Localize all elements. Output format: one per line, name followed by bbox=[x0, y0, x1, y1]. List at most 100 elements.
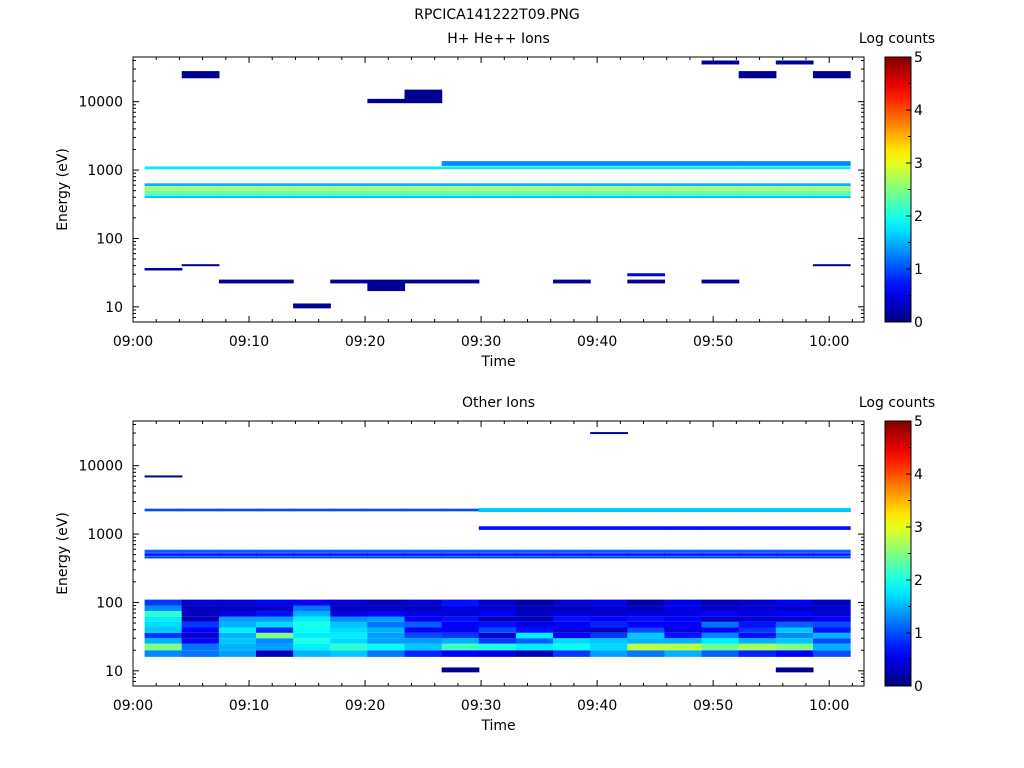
heatmap-cell bbox=[293, 610, 331, 617]
heatmap-band bbox=[404, 183, 443, 187]
heatmap-band bbox=[775, 193, 814, 196]
heatmap-band bbox=[367, 556, 406, 559]
colorbar bbox=[884, 420, 912, 687]
heatmap-cell bbox=[738, 610, 777, 617]
heatmap-band bbox=[701, 161, 740, 166]
heatmap-cell bbox=[775, 621, 814, 628]
heatmap-cell bbox=[293, 632, 331, 639]
heatmap-band bbox=[664, 549, 703, 553]
heatmap-band bbox=[701, 183, 740, 187]
heatmap-band bbox=[441, 508, 480, 512]
heatmap-band bbox=[627, 556, 666, 559]
heatmap-band bbox=[293, 553, 331, 556]
heatmap-band bbox=[255, 549, 294, 553]
heatmap-band bbox=[330, 190, 368, 194]
heatmap-band bbox=[515, 166, 554, 170]
heatmap-cell bbox=[553, 632, 591, 639]
heatmap-band bbox=[812, 166, 851, 170]
heatmap-cell bbox=[701, 599, 740, 606]
heatmap-band bbox=[255, 183, 294, 187]
heatmap-band bbox=[478, 553, 517, 556]
heatmap-cell bbox=[181, 616, 220, 622]
heatmap-band bbox=[181, 183, 220, 187]
x-tick-label: 09:00 bbox=[113, 334, 153, 350]
heatmap-cell bbox=[181, 638, 220, 644]
heatmap-cell bbox=[627, 610, 666, 617]
heatmap-cell bbox=[701, 650, 740, 657]
heatmap-cell bbox=[144, 616, 183, 622]
heatmap-band bbox=[553, 183, 591, 187]
heatmap-band bbox=[478, 186, 517, 191]
heatmap-band bbox=[775, 556, 814, 559]
heatmap-cell bbox=[441, 627, 480, 633]
heatmap-cell bbox=[255, 650, 294, 657]
heatmap-cell bbox=[627, 605, 666, 611]
heatmap-band bbox=[404, 186, 443, 191]
heatmap-band bbox=[701, 553, 740, 556]
heatmap-band bbox=[590, 508, 628, 513]
heatmap-band bbox=[701, 556, 740, 559]
heatmap-band bbox=[701, 190, 740, 194]
heatmap-band bbox=[181, 264, 220, 267]
heatmap-band bbox=[738, 526, 777, 530]
heatmap-band bbox=[775, 166, 814, 170]
heatmap-cell bbox=[255, 643, 294, 651]
heatmap-band bbox=[255, 508, 294, 512]
heatmap-cell bbox=[293, 650, 331, 657]
heatmap-cell bbox=[441, 616, 480, 622]
heatmap-band bbox=[441, 161, 480, 166]
heatmap-band bbox=[404, 508, 443, 512]
x-tick-label: 09:40 bbox=[577, 334, 617, 350]
heatmap-band bbox=[441, 556, 480, 559]
y-tick-label: 10000 bbox=[78, 459, 123, 475]
x-tick-label: 09:40 bbox=[577, 698, 617, 714]
heatmap-area bbox=[144, 60, 851, 309]
heatmap-band bbox=[738, 549, 777, 553]
heatmap-cell bbox=[627, 650, 666, 657]
heatmap-band bbox=[181, 508, 220, 512]
heatmap-cell bbox=[664, 638, 703, 644]
heatmap-cell bbox=[144, 632, 183, 639]
heatmap-cell bbox=[181, 621, 220, 628]
colorbar-tick-label: 0 bbox=[914, 315, 923, 331]
heatmap-band bbox=[404, 193, 443, 196]
plot-frame bbox=[132, 56, 865, 323]
heatmap-band bbox=[627, 195, 666, 199]
heatmap-band bbox=[664, 161, 703, 166]
heatmap-band bbox=[627, 553, 666, 556]
colorbar-tick-label: 4 bbox=[914, 103, 923, 119]
heatmap-cell bbox=[627, 632, 666, 639]
heatmap-cell bbox=[590, 643, 628, 651]
heatmap-cell bbox=[404, 643, 443, 651]
heatmap-cell bbox=[441, 632, 480, 639]
heatmap-band bbox=[627, 273, 666, 277]
heatmap-band bbox=[590, 556, 628, 559]
y-tick-label: 1000 bbox=[87, 527, 123, 543]
heatmap-cell bbox=[441, 621, 480, 628]
heatmap-cell bbox=[515, 599, 554, 606]
h-he-ions-panel: H+ He++ Ions 09:00 09:10 09:20 09:30 09:40 09:… bbox=[55, 31, 935, 370]
heatmap-cell bbox=[738, 599, 777, 606]
figure-title: RPCICA141222T09.PNG bbox=[414, 7, 579, 23]
panel-title: Other Ions bbox=[462, 395, 535, 411]
heatmap-cell bbox=[218, 632, 257, 639]
heatmap-cell bbox=[367, 632, 406, 639]
heatmap-cell bbox=[775, 605, 814, 611]
x-tick-label: 09:20 bbox=[345, 698, 385, 714]
heatmap-cell bbox=[330, 638, 368, 644]
heatmap-band bbox=[218, 279, 257, 284]
x-tick-label: 09:50 bbox=[693, 698, 733, 714]
heatmap-band bbox=[664, 195, 703, 199]
heatmap-cell bbox=[627, 643, 666, 651]
heatmap-cell bbox=[367, 605, 406, 611]
heatmap-cell bbox=[144, 650, 183, 657]
heatmap-cell bbox=[627, 627, 666, 633]
heatmap-cell bbox=[181, 605, 220, 611]
heatmap-band bbox=[775, 161, 814, 166]
heatmap-cell bbox=[664, 627, 703, 633]
heatmap-band bbox=[738, 195, 777, 199]
heatmap-cell bbox=[181, 650, 220, 657]
heatmap-cell bbox=[553, 650, 591, 657]
heatmap-band bbox=[144, 475, 183, 478]
